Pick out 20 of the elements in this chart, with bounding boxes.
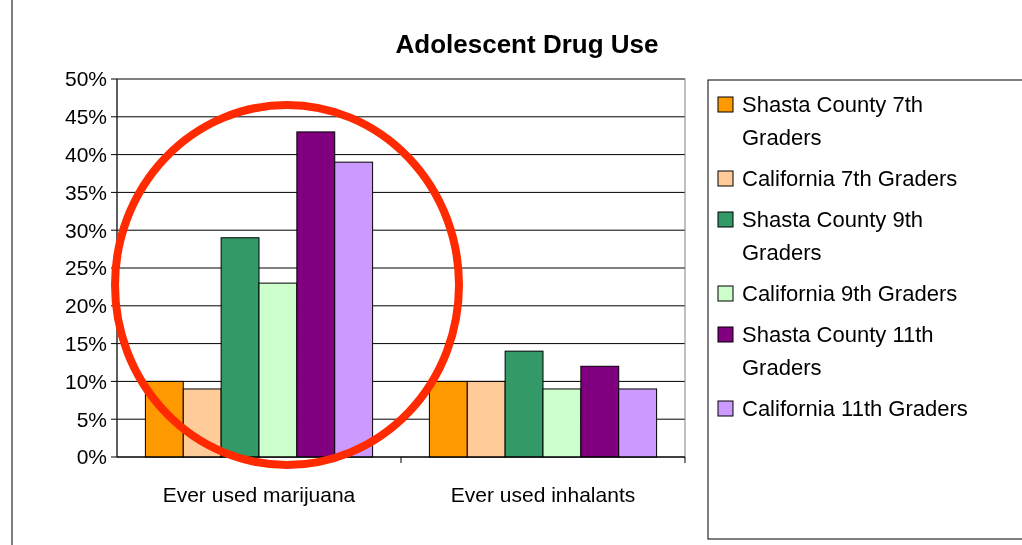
legend-label: California 11th Graders bbox=[742, 396, 968, 421]
y-tick-label: 40% bbox=[64, 142, 107, 166]
legend-label: California 7th Graders bbox=[742, 166, 958, 191]
x-tick-label: Ever used marijuana bbox=[162, 483, 356, 506]
y-tick-label: 45% bbox=[64, 105, 107, 129]
x-tick-label: Ever used inhalants bbox=[450, 483, 636, 506]
y-tick-label: 20% bbox=[64, 294, 107, 318]
legend-label: Shasta County 7th Graders bbox=[742, 92, 924, 150]
y-tick-label: 35% bbox=[64, 180, 107, 204]
chart-title: Adolescent Drug Use bbox=[395, 29, 659, 59]
legend-label: Shasta County 11th Graders bbox=[742, 322, 934, 380]
y-tick-label: 15% bbox=[64, 331, 107, 355]
y-tick-label: 25% bbox=[64, 256, 107, 280]
y-tick-label: 0% bbox=[76, 445, 107, 469]
y-tick-label: 50% bbox=[64, 67, 107, 91]
legend-label: California 9th Graders bbox=[742, 281, 958, 306]
y-tick-label: 10% bbox=[64, 369, 107, 393]
y-tick-label: 5% bbox=[76, 407, 107, 431]
y-tick-label: 30% bbox=[64, 218, 107, 242]
legend-label: Shasta County 9th Graders bbox=[742, 207, 924, 265]
